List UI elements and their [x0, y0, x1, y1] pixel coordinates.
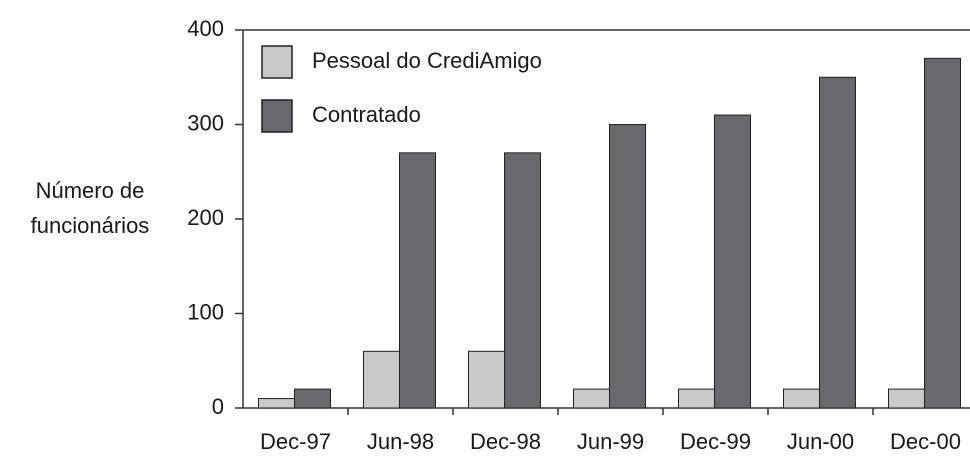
x-tick-label: Dec-99 — [680, 429, 751, 454]
bar — [504, 152, 541, 409]
bar — [573, 388, 610, 409]
bar — [714, 114, 751, 409]
y-axis-label: Número de — [36, 178, 145, 203]
bar — [678, 388, 715, 409]
bar — [363, 350, 400, 409]
x-tick-label: Dec-98 — [470, 429, 541, 454]
bar — [609, 124, 646, 409]
x-tick-label: Dec-97 — [260, 429, 331, 454]
bar — [924, 57, 961, 409]
x-tick-label: Jun-99 — [577, 429, 644, 454]
y-tick-label: 400 — [187, 16, 224, 41]
y-tick-label: 100 — [187, 299, 224, 324]
legend-label: Pessoal do CrediAmigo — [312, 48, 542, 73]
bar — [399, 152, 436, 409]
legend-swatch — [261, 99, 293, 133]
y-tick-label: 300 — [187, 110, 224, 135]
x-tick-label: Jun-00 — [787, 429, 854, 454]
y-axis-label: funcionários — [31, 213, 150, 238]
y-tick-label: 0 — [212, 394, 224, 419]
legend-swatch — [261, 45, 293, 79]
x-tick-label: Dec-00 — [890, 429, 961, 454]
y-tick-label: 200 — [187, 205, 224, 230]
bar — [294, 388, 331, 409]
bar — [258, 398, 295, 409]
bar — [468, 350, 505, 409]
bar — [783, 388, 820, 409]
legend-label: Contratado — [312, 102, 421, 127]
bar — [888, 388, 925, 409]
x-tick-label: Jun-98 — [367, 429, 434, 454]
bar — [819, 76, 856, 409]
